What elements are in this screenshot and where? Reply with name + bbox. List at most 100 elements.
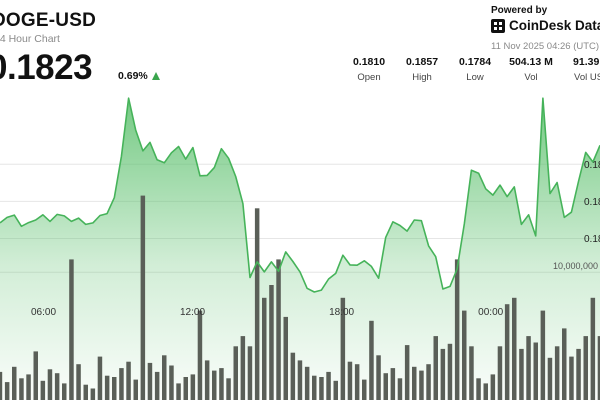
volume-tick-label: 10,000,000: [553, 261, 598, 271]
volume-bar: [526, 336, 531, 400]
volume-bar: [533, 342, 538, 400]
volume-bar: [497, 346, 503, 400]
stat-open-value: 0.1810: [352, 56, 386, 68]
volume-bar: [154, 371, 160, 400]
volume-bar: [419, 370, 424, 400]
volume-bar: [176, 383, 181, 400]
volume-bar: [283, 316, 288, 400]
volume-bar: [247, 346, 253, 400]
volume-bar: [326, 371, 331, 400]
volume-bar: [547, 357, 553, 400]
chart-subtitle: 24 Hour Chart: [0, 33, 60, 45]
timestamp: 11 Nov 2025 04:26 (UTC): [491, 41, 600, 52]
brand-name: CoinDesk Data: [509, 18, 600, 33]
volume-bar: [569, 356, 574, 400]
volume-bar: [390, 368, 396, 400]
volume-bar: [519, 348, 524, 400]
volume-bar: [76, 364, 81, 400]
volume-bar: [54, 373, 60, 400]
volume-bar: [476, 378, 481, 400]
price-line: [0, 97, 600, 293]
volume-bar: [404, 345, 410, 400]
volume-bar: [119, 368, 124, 400]
volume-bar: [483, 383, 488, 400]
volume-bar: [354, 364, 360, 400]
volume-bar: [262, 297, 267, 400]
volume-bar: [12, 366, 17, 400]
volume-bar: [369, 320, 374, 400]
volume-bar: [162, 355, 167, 400]
stat-open-label: Open: [357, 72, 381, 83]
volume-bar: [226, 378, 231, 400]
volume-bar: [26, 374, 31, 400]
stat-vol-usd-label: Vol USD: [574, 72, 600, 83]
volume-bar: [362, 379, 367, 400]
volume-bar: [40, 380, 46, 400]
volume-bar: [433, 336, 438, 400]
y-tick-label: 0.1820: [584, 234, 600, 245]
volume-bar: [47, 369, 53, 400]
volume-bar: [90, 388, 96, 400]
volume-bar: [126, 361, 131, 400]
volume-bar: [190, 374, 196, 400]
x-tick-label: 18:00: [329, 307, 354, 318]
volume-bar: [183, 377, 188, 400]
price-area: [0, 98, 600, 400]
y-tick-label: 0.1830: [584, 197, 600, 208]
volume-bar: [340, 297, 346, 400]
volume-bar: [512, 297, 517, 400]
volume-bar: [269, 285, 274, 400]
x-tick-label: 06:00: [31, 307, 56, 318]
volume-bar: [583, 336, 588, 400]
stat-vol-value: 504.13 M: [509, 56, 553, 68]
volume-bar: [62, 383, 67, 400]
volume-bar: [104, 375, 110, 400]
volume-bar: [212, 370, 217, 400]
volume-bar: [597, 336, 600, 400]
volume-bar: [504, 304, 510, 400]
volume-bar: [112, 377, 117, 400]
volume-bar: [19, 378, 24, 400]
stat-high-label: High: [412, 72, 432, 83]
price-change: 0.69%: [118, 70, 148, 82]
x-tick-label: 00:00: [478, 307, 503, 318]
volume-bar: [304, 366, 310, 400]
volume-bar: [233, 346, 238, 400]
volume-bar: [490, 374, 496, 400]
volume-bar: [576, 348, 581, 400]
volume-bar: [590, 297, 596, 400]
volume-bar: [297, 360, 303, 400]
volume-bar: [447, 343, 453, 400]
volume-bar: [562, 328, 567, 400]
volume-bar: [540, 310, 546, 400]
stat-vol-usd-value: 91.39 M: [573, 56, 600, 68]
volume-bar: [33, 351, 38, 400]
volume-bar: [197, 310, 203, 400]
volume-bar: [240, 336, 246, 400]
volume-bar: [290, 352, 296, 400]
volume-bar: [397, 378, 403, 400]
volume-bar: [312, 375, 317, 400]
volume-bar: [383, 373, 388, 400]
volume-bar: [412, 366, 417, 400]
volume-bar: [83, 384, 88, 400]
volume-bar: [254, 208, 260, 400]
volume-bar: [4, 382, 10, 400]
up-arrow-icon: [152, 72, 160, 80]
volume-bar: [426, 364, 431, 400]
volume-bar: [333, 380, 338, 400]
stat-vol-label: Vol: [524, 72, 538, 83]
volume-bar: [376, 355, 381, 400]
volume-bar: [69, 259, 74, 400]
volume-bar: [347, 361, 353, 400]
volume-bar: [319, 377, 324, 400]
volume-bar: [469, 346, 474, 400]
volume-bar: [454, 259, 460, 400]
volume-bar: [133, 379, 138, 400]
volume-bar: [140, 195, 146, 400]
stat-low-value: 0.1784: [458, 56, 492, 68]
current-price: 0.1823: [0, 48, 93, 87]
volume-bar: [169, 365, 174, 400]
